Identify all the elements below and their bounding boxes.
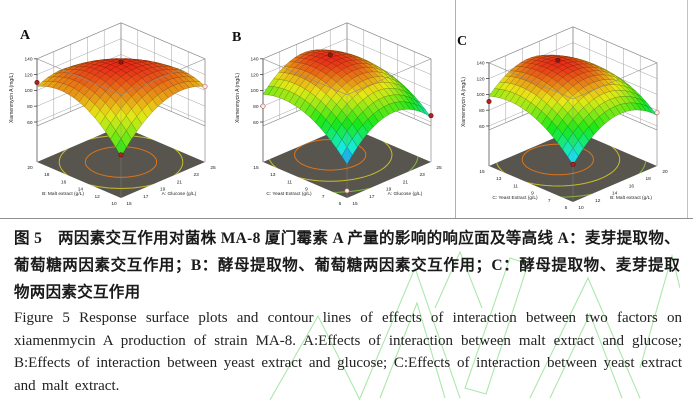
panel-a: 140 120 100 80 60 20 18 16 14 12 10 15 17 19 21 23 25 B: … [0, 0, 236, 218]
svg-text:23: 23 [420, 172, 426, 178]
svg-text:25: 25 [436, 165, 442, 171]
panel-label-a: A [20, 28, 31, 43]
panel-label-c: C [457, 34, 468, 49]
right-border [687, 0, 688, 218]
svg-text:60: 60 [253, 120, 259, 126]
svg-text:100: 100 [250, 88, 258, 94]
svg-text:10: 10 [578, 205, 584, 211]
svg-text:15: 15 [479, 169, 485, 175]
svg-text:10: 10 [111, 201, 117, 207]
panel-c: 140 120 100 80 60 15 13 11 9 7 5 10 12 14 16 18 20 C: Yea… [452, 4, 688, 222]
panel-label-b: B [232, 30, 242, 45]
svg-text:9: 9 [531, 191, 534, 197]
svg-text:15: 15 [253, 165, 259, 171]
figure-caption-divider [0, 218, 693, 219]
svg-text:12: 12 [95, 194, 101, 200]
svg-text:16: 16 [629, 183, 635, 189]
svg-text:5: 5 [339, 201, 342, 207]
svg-text:15: 15 [352, 201, 358, 207]
svg-text:A: Glucose (g/L): A: Glucose (g/L) [388, 191, 423, 197]
svg-text:60: 60 [27, 120, 33, 126]
svg-text:B: Malt extract (g/L): B: Malt extract (g/L) [610, 195, 652, 201]
svg-text:Xiamenmycin A (mg/L): Xiamenmycin A (mg/L) [235, 73, 241, 123]
svg-text:100: 100 [476, 92, 484, 98]
svg-text:17: 17 [369, 194, 375, 200]
svg-text:16: 16 [61, 179, 67, 185]
svg-text:140: 140 [250, 57, 258, 63]
svg-text:25: 25 [210, 165, 216, 171]
panel-b: 140 120 100 80 60 15 13 11 9 7 5 15 17 19 21 23 25 C: Yea… [226, 0, 462, 218]
svg-text:20: 20 [662, 169, 668, 175]
svg-text:14: 14 [612, 191, 618, 197]
response-surface-plot-c: 140 120 100 80 60 15 13 11 9 7 5 10 12 14 16 18 20 C: Yea… [461, 26, 668, 211]
svg-text:11: 11 [287, 179, 292, 185]
response-surface-plot-b: 140 120 100 80 60 15 13 11 9 7 5 15 17 19 21 23 25 C: Yea… [235, 22, 442, 207]
svg-text:60: 60 [479, 124, 485, 130]
svg-text:15: 15 [126, 201, 132, 207]
svg-text:12: 12 [595, 198, 601, 204]
svg-text:B: Malt extract (g/L): B: Malt extract (g/L) [42, 191, 84, 197]
svg-text:120: 120 [250, 72, 258, 78]
svg-text:21: 21 [403, 179, 409, 185]
svg-text:20: 20 [27, 165, 33, 171]
svg-text:23: 23 [194, 172, 200, 178]
svg-text:Xiamenmycin A (mg/L): Xiamenmycin A (mg/L) [9, 73, 15, 123]
svg-text:9: 9 [305, 187, 308, 193]
figure-panels-area: 140 120 100 80 60 20 18 16 14 12 10 15 17 19 21 23 25 B: … [0, 0, 688, 218]
svg-text:13: 13 [270, 172, 276, 178]
svg-text:80: 80 [253, 104, 259, 110]
svg-text:14: 14 [78, 187, 84, 193]
svg-text:Xiamenmycin A (mg/L): Xiamenmycin A (mg/L) [461, 77, 467, 127]
svg-text:140: 140 [24, 57, 32, 63]
svg-text:18: 18 [646, 176, 652, 182]
svg-text:13: 13 [496, 176, 502, 182]
svg-text:C: Yeast Extract (g/L): C: Yeast Extract (g/L) [492, 195, 538, 201]
svg-text:7: 7 [322, 194, 325, 200]
svg-text:21: 21 [177, 179, 183, 185]
svg-text:80: 80 [479, 108, 485, 114]
response-surface-plot-a: 140 120 100 80 60 20 18 16 14 12 10 15 17 19 21 23 25 B: … [9, 22, 216, 207]
svg-text:11: 11 [513, 183, 518, 189]
svg-text:140: 140 [476, 61, 484, 67]
svg-text:18: 18 [44, 172, 50, 178]
svg-text:19: 19 [386, 187, 392, 193]
svg-text:7: 7 [548, 198, 551, 204]
svg-text:100: 100 [24, 88, 32, 94]
svg-text:120: 120 [24, 72, 32, 78]
svg-text:80: 80 [27, 104, 33, 110]
caption-english: Figure 5 Response surface plots and cont… [14, 310, 682, 394]
svg-text:5: 5 [565, 205, 568, 211]
svg-text:19: 19 [160, 187, 166, 193]
column-divider [455, 0, 456, 218]
svg-text:C: Yeast Extract (g/L): C: Yeast Extract (g/L) [266, 191, 312, 197]
svg-text:120: 120 [476, 76, 484, 82]
caption-chinese: 图 5 两因素交互作用对菌株 MA-8 厦门霉素 A 产量的影响的响应面及等高线… [14, 230, 680, 301]
svg-text:17: 17 [143, 194, 149, 200]
svg-text:A: Glucose (g/L): A: Glucose (g/L) [162, 191, 197, 197]
